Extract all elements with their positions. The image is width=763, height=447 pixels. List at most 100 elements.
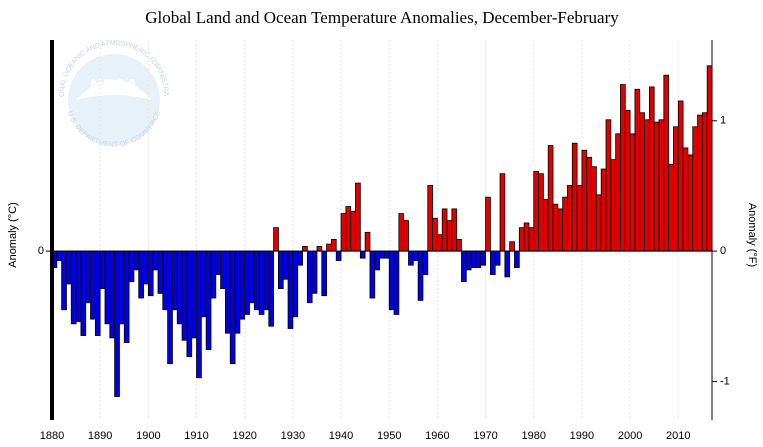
bar xyxy=(258,250,265,315)
bar xyxy=(465,250,472,271)
bar xyxy=(408,250,414,266)
bar xyxy=(567,185,573,252)
x-tick-label: 1900 xyxy=(136,430,160,442)
bar xyxy=(682,147,689,252)
bar xyxy=(56,250,63,261)
x-tick-label: 1960 xyxy=(425,430,449,442)
bar xyxy=(326,243,332,252)
bar xyxy=(104,250,111,325)
bar xyxy=(697,114,703,252)
bar xyxy=(369,250,376,299)
bar xyxy=(374,250,380,271)
bar xyxy=(586,156,592,252)
bar xyxy=(461,250,467,283)
bar xyxy=(562,196,568,252)
bar xyxy=(504,250,511,278)
bar xyxy=(186,250,193,358)
bar xyxy=(576,185,583,252)
bar xyxy=(489,250,496,275)
bar xyxy=(677,100,684,252)
bar xyxy=(499,173,506,252)
bar xyxy=(143,250,149,285)
logo-bird xyxy=(76,80,152,100)
y2-tick-label: -1 xyxy=(720,375,730,387)
bar xyxy=(470,250,477,268)
bar xyxy=(273,227,279,252)
bar xyxy=(162,250,169,311)
bar xyxy=(610,159,617,252)
bar xyxy=(494,250,501,266)
bar xyxy=(278,250,284,290)
x-tick-label: 1930 xyxy=(281,430,305,442)
bar xyxy=(692,126,698,252)
bar xyxy=(345,206,352,252)
bar xyxy=(523,222,530,252)
bar xyxy=(287,250,294,329)
bar xyxy=(268,250,275,327)
bar xyxy=(379,250,385,259)
bar xyxy=(215,250,222,275)
bar xyxy=(210,250,217,299)
bar xyxy=(595,194,602,252)
bar xyxy=(456,238,462,252)
bar xyxy=(557,208,564,252)
bar xyxy=(644,119,650,252)
bar xyxy=(384,250,390,259)
y-axis-label: Anomaly (°C) xyxy=(7,202,19,268)
bar xyxy=(673,126,679,252)
chart-title: Global Land and Ocean Temperature Anomal… xyxy=(145,8,619,27)
bar xyxy=(181,250,188,341)
x-tick-label: 1940 xyxy=(329,430,353,442)
bar xyxy=(600,168,607,252)
logo-disc xyxy=(68,54,160,146)
bar xyxy=(668,163,674,252)
bar xyxy=(229,250,236,365)
bar xyxy=(571,142,578,252)
bar xyxy=(292,250,299,318)
bar xyxy=(446,220,453,252)
y-tick-label: 0 xyxy=(38,245,44,257)
x-tick-label: 1970 xyxy=(473,430,497,442)
x-tick-label: 1920 xyxy=(232,430,256,442)
bar xyxy=(480,250,486,266)
bar xyxy=(533,170,539,252)
bar xyxy=(422,250,429,275)
bar xyxy=(335,250,342,261)
bar xyxy=(437,234,443,252)
watermark: NATIONAL OCEANIC AND ATMOSPHERIC ADMINIS… xyxy=(0,0,169,148)
bar xyxy=(398,213,405,252)
bar xyxy=(615,133,621,252)
bar xyxy=(364,231,371,252)
bar xyxy=(114,250,120,397)
bar xyxy=(205,250,212,351)
bar xyxy=(393,250,400,315)
bar xyxy=(75,250,82,322)
bar xyxy=(706,65,713,252)
bar xyxy=(282,250,289,280)
bar xyxy=(542,199,549,252)
x-tick-label: 1910 xyxy=(184,430,208,442)
logo-text: NOAA xyxy=(90,77,138,94)
bar xyxy=(244,250,250,315)
bar xyxy=(172,250,178,311)
bar xyxy=(196,250,202,379)
bar xyxy=(85,250,91,304)
bar xyxy=(152,250,159,271)
bar xyxy=(128,250,135,283)
bar xyxy=(263,250,270,311)
bar xyxy=(316,246,323,252)
x-tick-label: 1980 xyxy=(522,430,546,442)
y2-axis-label: Anomaly (°F) xyxy=(746,203,758,267)
bar xyxy=(138,250,144,299)
bar xyxy=(663,74,670,252)
bar xyxy=(427,185,433,252)
bar xyxy=(581,149,588,252)
x-tick-label: 2000 xyxy=(618,430,642,442)
bar xyxy=(321,250,327,297)
bar xyxy=(99,250,106,290)
bar xyxy=(61,250,67,311)
y2-tick-label: 1 xyxy=(720,115,726,127)
bar xyxy=(451,208,458,252)
bar xyxy=(509,241,515,252)
